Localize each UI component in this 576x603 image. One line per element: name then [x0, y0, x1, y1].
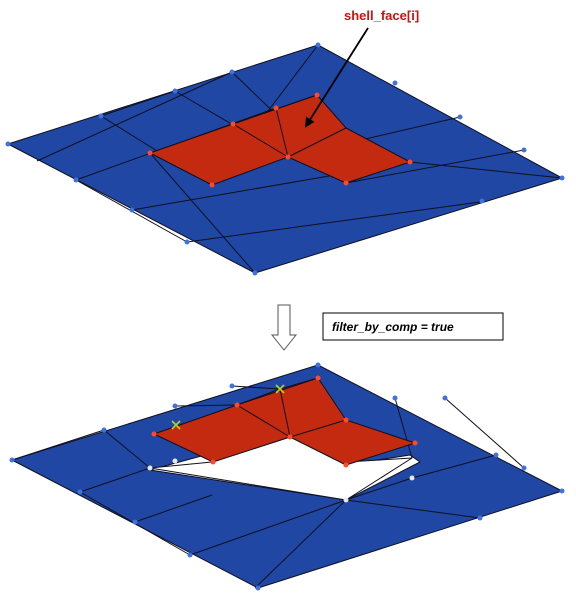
filter-label-text: filter_by_comp = true	[332, 320, 454, 334]
annotation-label: shell_face[i]	[344, 8, 419, 23]
top-red-inner-lines	[232, 94, 347, 158]
selection-markers	[171, 384, 285, 430]
top-mesh	[5, 42, 565, 276]
down-arrow-icon	[270, 304, 298, 351]
bottom-mesh	[9, 362, 565, 591]
top-mesh-blue-surface	[7, 44, 563, 274]
top-mesh-nodes	[5, 42, 565, 276]
bottom-mesh-grid-lines	[11, 385, 525, 589]
bottom-selected-shell-faces	[153, 377, 416, 466]
bottom-red-inner-lines	[236, 377, 347, 438]
bottom-mesh-nodes	[9, 362, 565, 591]
pointer-arrow-icon	[304, 27, 369, 128]
filter-label-box: filter_by_comp = true	[322, 312, 504, 341]
